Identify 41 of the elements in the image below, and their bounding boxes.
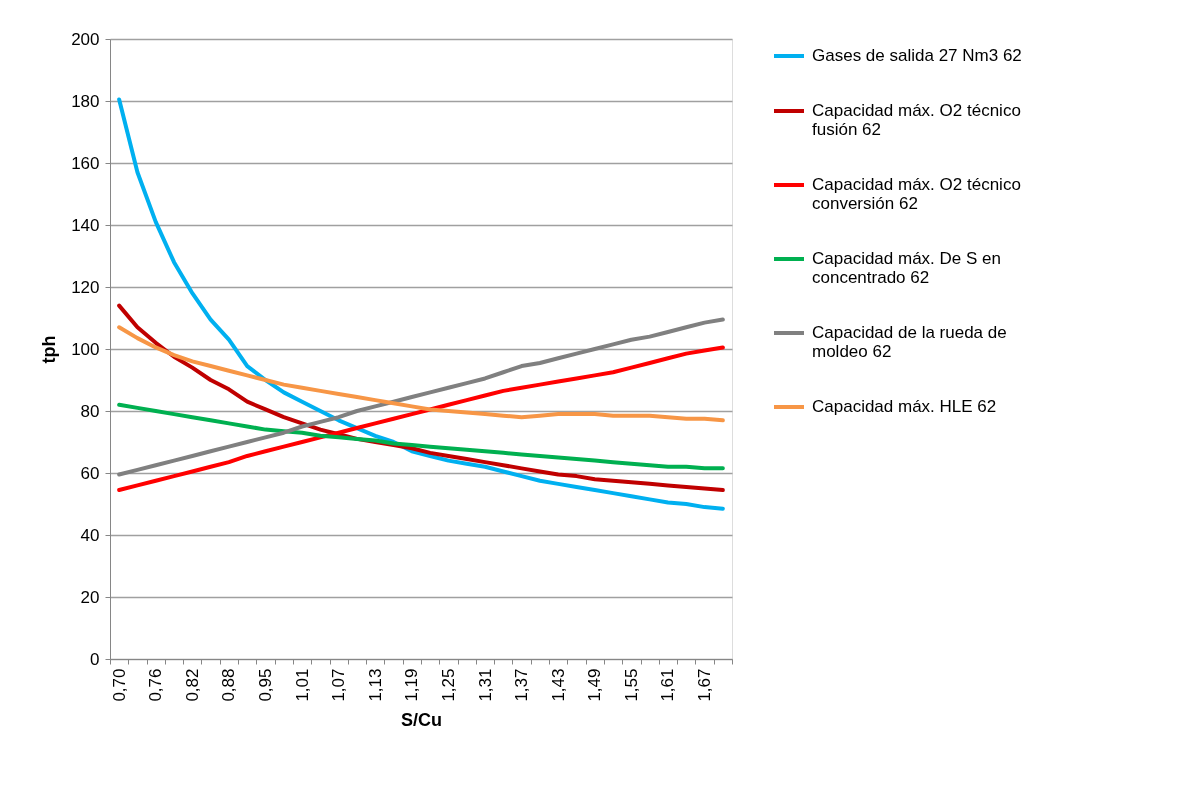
- line-series: [117, 325, 725, 423]
- legend-label: Capacidad de la rueda de moldeo 62: [812, 323, 1007, 361]
- y-tick-label: 60: [80, 463, 100, 483]
- legend-label: Capacidad máx. O2 técnico conversión 62: [812, 175, 1021, 213]
- x-tick-label: 0,76: [146, 668, 166, 702]
- legend-label: Capacidad máx. O2 técnico fusión 62: [812, 101, 1021, 139]
- x-tick-label: 0,88: [219, 668, 239, 702]
- y-tick-label: 200: [71, 29, 100, 49]
- x-tick-label: 1,61: [658, 668, 678, 702]
- x-tick-label: 1,25: [438, 668, 458, 702]
- line-series: [117, 97, 725, 511]
- x-tick-label: 1,07: [329, 668, 349, 702]
- line-series: [117, 402, 725, 471]
- line-series: [117, 317, 725, 477]
- legend-label: Capacidad máx. HLE 62: [812, 397, 997, 416]
- y-tick-label: 140: [71, 215, 100, 235]
- y-tick-label: 20: [80, 587, 100, 607]
- y-axis-title: tph: [39, 335, 60, 364]
- x-tick-label: 1,67: [695, 668, 715, 702]
- x-tick-label: 0,95: [256, 668, 275, 702]
- y-tick-label: 160: [71, 153, 100, 173]
- legend-label: Capacidad máx. De S en concentrado 62: [812, 249, 1001, 287]
- x-tick-label: 1,31: [475, 668, 495, 702]
- x-axis-title: S/Cu: [400, 709, 443, 730]
- x-tick-label: 1,49: [585, 668, 605, 702]
- y-tick-label: 100: [71, 339, 100, 359]
- y-tick-label: 180: [71, 91, 100, 111]
- x-tick-label: 1,01: [292, 668, 312, 702]
- legend-label: Gases de salida 27 Nm3 62: [812, 46, 1022, 65]
- x-tick-label: 1,43: [548, 668, 568, 702]
- x-tick-label: 1,37: [512, 668, 532, 702]
- x-tick-label: 1,55: [621, 668, 641, 702]
- x-tick-label: 0,70: [109, 668, 129, 702]
- x-tick-label: 1,13: [365, 668, 385, 702]
- y-tick-label: 40: [80, 525, 100, 545]
- y-tick-label: 80: [80, 401, 100, 421]
- x-tick-label: 1,19: [402, 668, 422, 702]
- x-tick-label: 0,82: [182, 668, 202, 702]
- y-tick-label: 0: [90, 649, 100, 669]
- line-series: [117, 345, 725, 493]
- y-tick-label: 120: [71, 277, 100, 297]
